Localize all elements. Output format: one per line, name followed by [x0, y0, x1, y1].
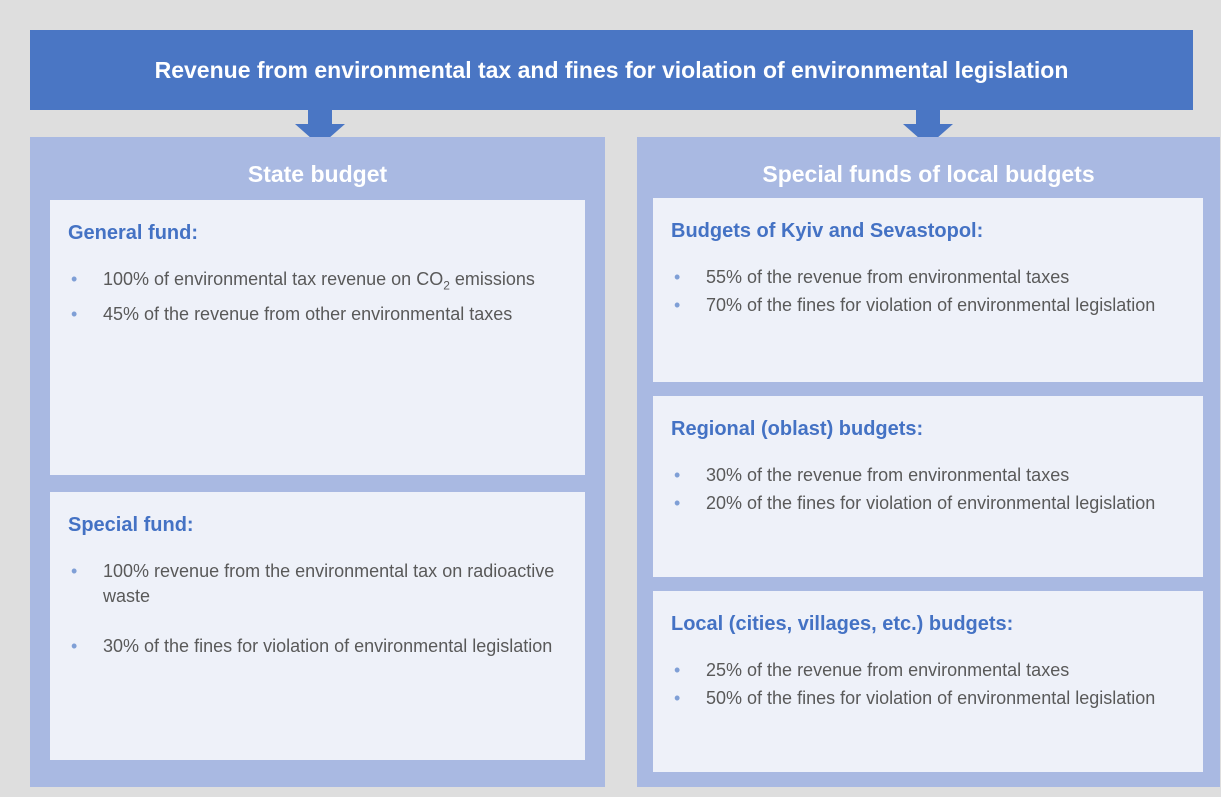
banner: Revenue from environmental tax and fines…	[30, 30, 1193, 110]
bullet-item: 50% of the fines for violation of enviro…	[671, 686, 1185, 711]
heading: Special fund:	[68, 514, 194, 536]
bullet-item: 30% of the revenue from environmental ta…	[671, 463, 1185, 488]
title: Revenue from environmental tax and fines…	[154, 56, 1069, 83]
bullet-list: 55% of the revenue from environmental ta…	[671, 265, 1185, 318]
bullet-list: 25% of the revenue from environmental ta…	[671, 658, 1185, 711]
subscript: 2	[443, 278, 450, 293]
bullet-item: 55% of the revenue from environmental ta…	[671, 265, 1185, 290]
panel: Special funds of local budgets Budgets of…	[637, 137, 1220, 787]
bullet-item: 45% of the revenue from other environmen…	[68, 302, 567, 327]
box: Local (cities, villages, etc.) budgets: 2…	[653, 591, 1203, 772]
bullet-item: 20% of the fines for violation of enviro…	[671, 491, 1185, 516]
box: Budgets of Kyiv and Sevastopol: 55% of th…	[653, 198, 1203, 382]
bullet-item: 70% of the fines for violation of enviro…	[671, 293, 1185, 318]
arrow	[295, 110, 345, 146]
box: General fund: 100% of environmental tax r…	[50, 200, 585, 475]
bullet-item: 100% revenue from the environmental tax …	[68, 559, 567, 609]
bullet-list: 100% revenue from the environmental tax …	[68, 559, 567, 659]
text: emissions	[449, 269, 535, 289]
arrows	[295, 110, 953, 146]
bullet-item: 100% of environmental tax revenue on CO2…	[68, 267, 567, 299]
box: Special fund: 100% revenue from the envir…	[50, 492, 585, 760]
heading: Budgets of Kyiv and Sevastopol:	[671, 220, 984, 242]
bullet-item: 30% of the fines for violation of enviro…	[68, 634, 567, 659]
arrow	[903, 110, 953, 146]
panel-title: Special funds of local budgets	[762, 161, 1095, 187]
bullet-list: 30% of the revenue from environmental ta…	[671, 463, 1185, 516]
heading: Local (cities, villages, etc.) budgets:	[671, 613, 1014, 635]
text: 100% of environmental tax revenue on CO	[103, 269, 444, 289]
panel-title: State budget	[247, 161, 388, 187]
heading: General fund:	[68, 222, 199, 244]
bullet-item: 25% of the revenue from environmental ta…	[671, 658, 1185, 683]
bullet-list: 100% of environmental tax revenue on CO2…	[68, 267, 567, 327]
box: Regional (oblast) budgets: 30% of the rev…	[653, 396, 1203, 577]
heading: Regional (oblast) budgets:	[671, 418, 924, 440]
panel: State budget General fund: 100% of environ…	[30, 137, 605, 787]
